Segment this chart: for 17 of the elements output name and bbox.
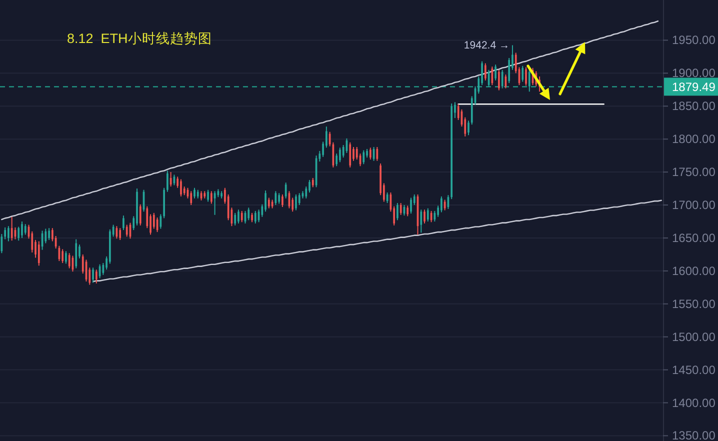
y-tick-label: 1550.00 <box>672 296 716 311</box>
title: 8.12 ETH小时线趋势图 <box>67 31 212 46</box>
y-tick-label: 1700.00 <box>672 198 716 212</box>
y-tick-label: 1650.00 <box>672 230 716 245</box>
y-tick-label: 1750.00 <box>672 165 716 180</box>
y-tick-label: 1900.00 <box>672 66 716 80</box>
y-tick-label: 1950.00 <box>672 33 716 48</box>
annotation: 1942.4 → <box>464 40 510 52</box>
y-tick-label: 1850.00 <box>672 99 716 114</box>
y-tick-label: 1500.00 <box>672 330 716 344</box>
y-tick-label: 1800.00 <box>672 132 716 146</box>
ref-line-label: 1879.49 <box>672 80 716 94</box>
ref-label: 1879.49 <box>664 78 718 96</box>
y-tick-label: 1450.00 <box>672 362 716 377</box>
y-tick-label: 1400.00 <box>672 396 716 410</box>
y-tick-label: 1350.00 <box>672 428 716 441</box>
y-tick-label: 1600.00 <box>672 264 716 278</box>
